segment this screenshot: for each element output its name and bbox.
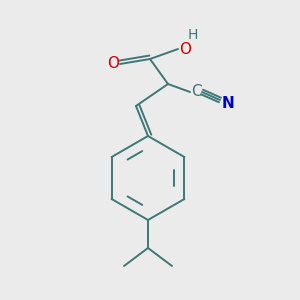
Text: O: O — [107, 56, 119, 71]
Text: O: O — [179, 41, 191, 56]
Text: C: C — [191, 85, 201, 100]
Text: N: N — [222, 97, 234, 112]
Text: H: H — [188, 28, 198, 42]
